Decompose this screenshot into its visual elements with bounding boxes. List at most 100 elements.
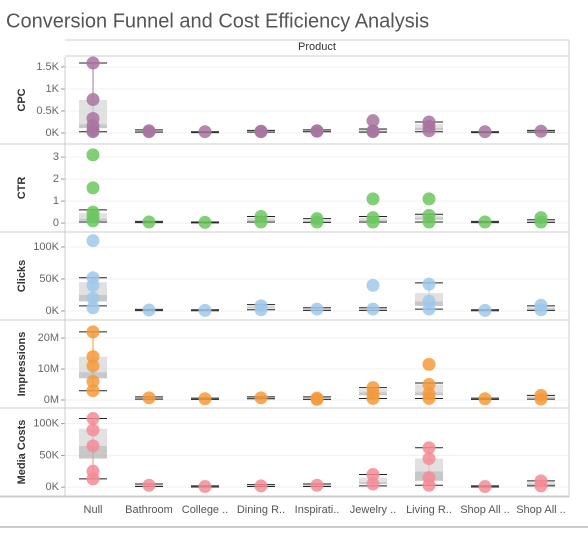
point bbox=[86, 412, 100, 426]
point bbox=[478, 392, 492, 406]
y-tick-label: 3 bbox=[53, 151, 59, 163]
point bbox=[366, 391, 380, 405]
point bbox=[366, 114, 380, 128]
point bbox=[86, 291, 100, 305]
point bbox=[86, 325, 100, 339]
point bbox=[366, 477, 380, 491]
x-tick-label: Shop All .. bbox=[516, 504, 566, 516]
point bbox=[86, 234, 100, 248]
point bbox=[422, 391, 436, 405]
y-tick-label: 0M bbox=[44, 394, 59, 406]
y-tick-label: 100K bbox=[33, 241, 59, 253]
point bbox=[86, 439, 100, 453]
point bbox=[198, 215, 212, 229]
x-tick-label: Dining R.. bbox=[237, 504, 285, 516]
y-tick-label: 10M bbox=[38, 363, 59, 375]
point bbox=[86, 301, 100, 315]
point bbox=[478, 215, 492, 229]
point bbox=[422, 357, 436, 371]
y-tick-label: 1.5K bbox=[36, 61, 59, 73]
point bbox=[142, 125, 156, 139]
y-tick-label: 2 bbox=[53, 173, 59, 185]
y-tick-label: 0K bbox=[46, 481, 60, 493]
point bbox=[478, 303, 492, 317]
point bbox=[366, 215, 380, 229]
point bbox=[422, 378, 436, 392]
point bbox=[86, 423, 100, 437]
point bbox=[534, 392, 548, 406]
x-tick-label: Bathroom bbox=[125, 504, 173, 516]
x-tick-label: Null bbox=[84, 504, 103, 516]
point bbox=[422, 124, 436, 138]
y-tick-label: 0.5K bbox=[36, 105, 59, 117]
column-header: Product bbox=[298, 41, 336, 53]
point bbox=[142, 391, 156, 405]
point bbox=[86, 148, 100, 162]
point bbox=[366, 467, 380, 481]
row-label: Media Costs bbox=[16, 420, 28, 485]
point bbox=[254, 479, 268, 493]
point bbox=[310, 124, 324, 138]
y-tick-label: 0K bbox=[46, 305, 60, 317]
row-label: Impressions bbox=[16, 332, 28, 397]
point bbox=[198, 480, 212, 494]
point bbox=[86, 125, 100, 139]
x-tick-label: College .. bbox=[182, 504, 228, 516]
point bbox=[254, 125, 268, 139]
y-tick-label: 50K bbox=[39, 273, 59, 285]
y-tick-label: 0K bbox=[46, 127, 60, 139]
point bbox=[142, 478, 156, 492]
x-tick-label: Shop All .. bbox=[460, 504, 510, 516]
row-label: CTR bbox=[16, 177, 28, 200]
y-tick-label: 100K bbox=[33, 418, 59, 430]
point bbox=[366, 125, 380, 139]
y-tick-label: 20M bbox=[38, 332, 59, 344]
point bbox=[86, 384, 100, 398]
point bbox=[310, 215, 324, 229]
point bbox=[422, 441, 436, 455]
point bbox=[422, 277, 436, 291]
point bbox=[534, 303, 548, 317]
point bbox=[254, 215, 268, 229]
point bbox=[478, 480, 492, 494]
point bbox=[86, 214, 100, 228]
point bbox=[198, 303, 212, 317]
y-tick-label: 1 bbox=[53, 195, 59, 207]
point bbox=[534, 215, 548, 229]
point bbox=[534, 124, 548, 138]
point bbox=[86, 350, 100, 364]
x-tick-label: Inspirati.. bbox=[295, 504, 340, 516]
row-label: Clicks bbox=[16, 260, 28, 292]
x-tick-label: Living R.. bbox=[406, 504, 452, 516]
point bbox=[254, 303, 268, 317]
point bbox=[366, 302, 380, 316]
x-tick-label: Jewelry .. bbox=[350, 504, 396, 516]
point bbox=[422, 192, 436, 206]
point bbox=[422, 302, 436, 316]
chart-title: Conversion Funnel and Cost Efficiency An… bbox=[6, 10, 429, 32]
box-upper bbox=[79, 428, 107, 446]
point bbox=[198, 392, 212, 406]
point bbox=[254, 391, 268, 405]
point bbox=[86, 374, 100, 388]
point bbox=[366, 278, 380, 292]
point bbox=[478, 125, 492, 139]
y-tick-label: 1K bbox=[46, 83, 60, 95]
point bbox=[534, 479, 548, 493]
point bbox=[310, 478, 324, 492]
point bbox=[142, 215, 156, 229]
row-label: CPC bbox=[16, 88, 28, 111]
point bbox=[86, 359, 100, 373]
y-tick-label: 50K bbox=[39, 449, 59, 461]
point bbox=[86, 472, 100, 486]
point bbox=[198, 125, 212, 139]
point bbox=[422, 452, 436, 466]
point bbox=[366, 192, 380, 206]
point bbox=[86, 278, 100, 292]
point bbox=[310, 302, 324, 316]
point bbox=[86, 93, 100, 107]
point bbox=[86, 56, 100, 70]
point bbox=[422, 215, 436, 229]
